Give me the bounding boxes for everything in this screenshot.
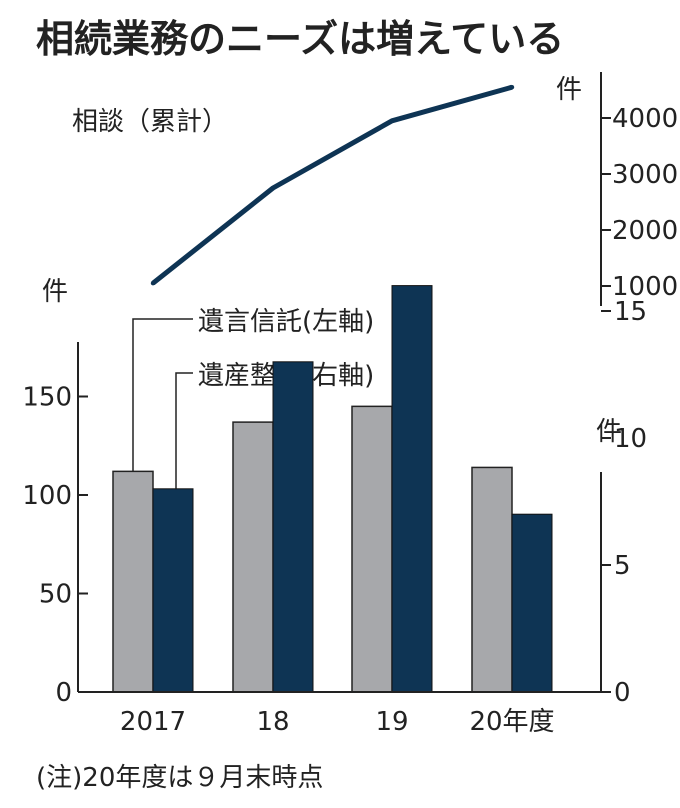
bar-will-trust — [351, 405, 393, 693]
bar-will-trust — [112, 470, 154, 693]
bar-will-trust — [232, 421, 274, 693]
bar-estate-settlement — [272, 361, 314, 693]
left-y-tick-label: 50 — [39, 580, 72, 610]
left-y-tick-label: 100 — [22, 481, 72, 511]
legend-leader-will-trust — [132, 318, 193, 472]
bar-estate-settlement — [511, 513, 553, 693]
right-y-tick-label: 10 — [614, 424, 647, 454]
right-axis-unit: 件 — [596, 417, 622, 447]
x-tick-label: 20年度 — [469, 707, 554, 737]
chart-title: 相続業務のニーズは増えている — [36, 17, 564, 61]
x-tick-label: 18 — [256, 707, 289, 737]
bar-will-trust — [471, 466, 513, 693]
right-y-tick-label: 5 — [614, 551, 631, 581]
bar-chart: 件 件 遺言信託(左軸) 遺産整理(右軸) 050100150051015201… — [22, 277, 647, 737]
line-series-path — [151, 84, 513, 286]
line-axis-unit: 件 — [556, 75, 582, 105]
legend-label-will-trust: 遺言信託(左軸) — [198, 307, 374, 337]
line-y-tick-label: 2000 — [612, 216, 678, 246]
line-series-label: 相談（累計） — [72, 107, 228, 137]
legend-leader-estate-settlement — [175, 372, 193, 489]
line-y-tick-label: 3000 — [612, 160, 678, 190]
left-axis-unit: 件 — [42, 277, 68, 307]
footnote: (注)20年度は９月末時点 — [36, 763, 323, 793]
line-chart: 相談（累計） 件 1000 2000 3000 4000 — [72, 72, 678, 306]
right-y-tick-label: 15 — [614, 297, 647, 327]
x-tick-label: 19 — [375, 707, 408, 737]
line-y-tick-label: 1000 — [612, 272, 678, 302]
right-y-tick-label: 0 — [614, 678, 631, 708]
left-y-tick-label: 0 — [55, 678, 72, 708]
x-tick-label: 2017 — [120, 707, 186, 737]
bar-estate-settlement — [152, 488, 194, 693]
line-data-point — [389, 118, 395, 124]
line-y-tick-label: 4000 — [612, 104, 678, 134]
bar-estate-settlement — [391, 285, 433, 693]
left-y-tick-label: 150 — [22, 383, 72, 413]
line-data-point — [270, 185, 276, 191]
line-data-point — [150, 281, 156, 286]
line-data-point — [509, 85, 515, 90]
